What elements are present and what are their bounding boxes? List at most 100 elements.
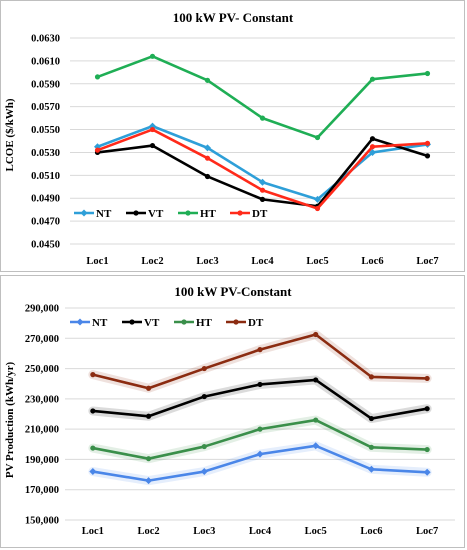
y-tick-label: 0.0490 [31,194,60,205]
x-tick-label: Loc5 [305,526,327,537]
y-tick-label: 210,000 [25,425,59,436]
data-point-ht [204,77,211,83]
data-point-ht [314,134,321,141]
data-point-vt [149,142,156,149]
data-point-nt [89,468,97,476]
legend-marker-nt [76,318,84,326]
data-point-vt [313,377,319,383]
chart-title-production: 100 kW PV-Constant [174,284,292,299]
legend-label-vt: VT [144,317,160,329]
y-tick-label: 150,000 [25,516,59,527]
data-point-dt [369,144,376,150]
data-point-vt [259,196,266,202]
x-tick-label: Loc4 [249,526,272,537]
data-point-dt [90,372,96,378]
data-point-dt [201,365,207,372]
data-point-vt [424,153,431,159]
data-point-vt [145,413,152,419]
data-point-nt [259,178,266,186]
legend-label-vt: VT [148,208,164,220]
data-point-nt [314,195,321,203]
data-point-ht [368,444,375,450]
data-point-dt [257,347,263,353]
data-point-ht [94,74,101,80]
legend-marker-vt [133,210,139,216]
legend-label-ht: HT [196,317,213,329]
y-tick-label: 0.0530 [31,148,60,159]
legend-marker-ht [181,319,187,325]
data-point-dt [424,140,431,146]
x-tick-label: Loc5 [306,256,328,267]
legend-marker-vt [129,319,135,325]
x-tick-label: Loc7 [416,256,438,267]
y-tick-label: 190,000 [25,455,59,466]
data-point-dt [424,375,430,382]
y-tick-label: 0.0610 [31,56,60,67]
y-tick-label: 0.0550 [31,125,60,136]
chart-frame-production [0,275,465,548]
y-tick-label: 290,000 [25,304,59,315]
data-point-ht [201,443,207,450]
data-point-nt [312,442,320,450]
y-tick-label: 0.0630 [31,34,60,45]
x-tick-label: Loc1 [86,256,108,267]
data-point-ht [257,426,263,432]
data-point-nt [367,465,375,473]
data-point-dt [313,331,319,338]
data-point-vt [90,408,96,414]
data-point-ht [424,446,430,453]
y-tick-label: 250,000 [25,364,59,375]
plot-area-production: 150,000 170,000 190,000 210,000 230,000 250,0… [25,304,455,537]
y-axis-label-lcoe: LCOE ($/kWh) [4,98,16,171]
legend-marker-ht [185,210,191,216]
x-tick-label: Loc7 [416,526,438,537]
data-point-ht [145,456,152,462]
y-axis-label-production: PV Production (kWh/yr) [4,362,16,479]
series-line-ht [97,55,428,139]
x-tick-label: Loc6 [360,526,382,537]
data-point-dt [368,374,375,380]
chart-title-lcoe: 100 kW PV- Constant [173,10,294,25]
y-tick-label: 170,000 [25,485,59,496]
legend-label-ht: HT [200,208,217,220]
y-tick-label: 0.0470 [31,217,60,228]
y-tick-label: 0.0570 [31,102,60,113]
data-point-dt [149,126,156,133]
y-tick-label: 230,000 [25,394,59,405]
x-tick-label: Loc3 [196,256,218,267]
x-tick-label: Loc6 [361,256,383,267]
legend-marker-dt [237,210,243,216]
x-tick-label: Loc2 [137,526,159,537]
data-point-dt [314,205,321,212]
plot-area-lcoe: 0.0450 0.0470 0.0490 0.0510 0.0530 0.0550 0.05… [31,34,455,267]
data-point-nt [204,144,211,152]
legend-marker-nt [80,209,88,217]
data-point-nt [369,148,376,156]
data-point-vt [369,136,376,142]
data-point-nt [145,477,153,485]
x-tick-label: Loc1 [82,526,104,537]
data-point-ht [149,53,156,59]
data-point-dt [204,155,211,161]
data-point-ht [259,115,266,121]
legend-label-nt: NT [92,317,108,329]
data-point-vt [368,415,375,422]
data-point-ht [90,445,96,451]
data-point-dt [94,147,101,153]
legend-marker-dt [233,319,239,325]
data-point-dt [145,385,152,391]
legend-label-dt: DT [248,317,264,329]
data-point-ht [369,76,376,82]
legend-label-dt: DT [252,208,268,220]
x-tick-label: Loc2 [141,256,163,267]
x-tick-label: Loc3 [193,526,215,537]
data-point-vt [257,381,263,388]
data-point-vt [201,393,207,400]
y-tick-label: 270,000 [25,334,59,345]
data-point-nt [200,468,208,476]
y-tick-label: 0.0510 [31,171,60,182]
data-point-ht [424,70,431,77]
data-point-ht [313,417,319,423]
data-point-vt [204,173,211,180]
